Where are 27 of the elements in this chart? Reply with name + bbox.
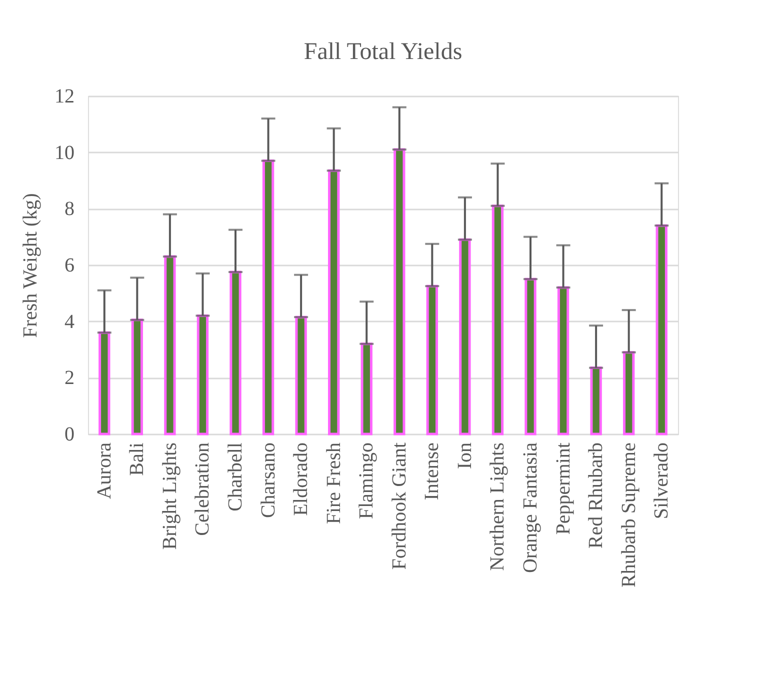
x-tick-label: Aurora (93, 442, 116, 500)
x-tick-label: Charsano (257, 442, 280, 518)
y-tick-label: 12 (54, 86, 74, 108)
y-tick-label: 4 (64, 310, 74, 333)
x-tick-label: Charbell (224, 442, 246, 512)
x-tick-label: Orange Fantasia (520, 442, 542, 574)
y-tick-label: 10 (54, 142, 74, 164)
x-tick-label: Silverado (650, 442, 673, 520)
x-tick-label: Fire Fresh (322, 442, 345, 524)
x-tick-label: Red Rhubarb (585, 442, 608, 549)
y-tick-label: 2 (64, 367, 74, 390)
x-tick-label: Northern Lights (486, 442, 509, 571)
x-tick-label: Ion (454, 442, 476, 470)
x-tick-label: Celebration (192, 442, 214, 536)
y-axis-title: Fresh Weight (kg) (20, 193, 42, 338)
x-tick-label: Rhubarb Supreme (618, 442, 640, 588)
y-tick-label: 0 (64, 424, 74, 446)
x-tick-label: Flamingo (356, 442, 378, 520)
x-tick-label: Bali (126, 442, 148, 476)
x-tick-label: Fordhook Giant (388, 442, 410, 570)
y-tick-label: 6 (64, 254, 74, 276)
x-tick-label: Peppermint (552, 442, 574, 535)
y-tick-label: 8 (64, 198, 74, 220)
x-tick-label: Bright Lights (158, 442, 181, 550)
x-tick-label: Intense (421, 442, 444, 500)
x-tick-label: Eldorado (290, 442, 312, 516)
chart-title: Fall Total Yields (304, 39, 462, 65)
